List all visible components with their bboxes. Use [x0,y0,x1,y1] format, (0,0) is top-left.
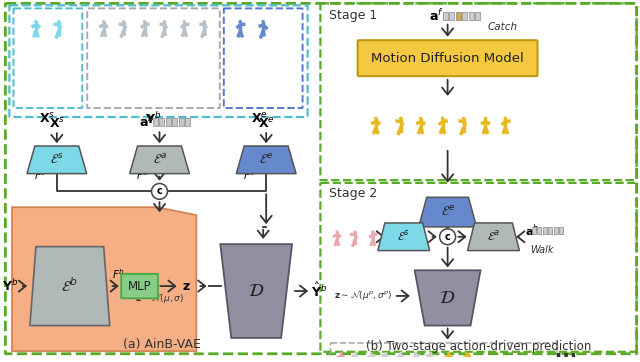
Circle shape [163,20,166,24]
Circle shape [152,184,168,199]
Circle shape [122,20,125,24]
Bar [548,227,552,234]
Text: $\mathbf{X}^e$: $\mathbf{X}^e$ [251,111,268,126]
Circle shape [462,117,465,120]
Text: Catch: Catch [488,22,518,32]
Text: $\hat{\mathbf{Y}}^b$: $\hat{\mathbf{Y}}^b$ [311,282,328,300]
Circle shape [102,20,106,24]
Text: $\mathcal{D}$: $\mathcal{D}$ [248,282,264,300]
Bar [476,12,480,20]
Bar [185,118,190,126]
Text: ...: ... [555,342,577,361]
Text: $\mathcal{E}^b$: $\mathcal{E}^b$ [61,277,78,295]
Bar [159,118,164,126]
Bar [543,227,547,234]
Polygon shape [415,270,481,325]
Text: $\mathcal{E}^a$: $\mathcal{E}^a$ [487,230,500,244]
Circle shape [203,20,206,24]
Text: (a) AinB-VAE: (a) AinB-VAE [123,338,200,351]
Polygon shape [27,146,87,174]
Text: $\mathbf{z} \sim \mathcal{N}(\mu^p, \sigma^p)$: $\mathbf{z} \sim \mathcal{N}(\mu^p, \sig… [334,290,392,303]
Circle shape [399,117,403,120]
Text: $\mathbf{X}^s$: $\mathbf{X}^s$ [49,117,65,131]
Bar [443,12,448,20]
Circle shape [429,352,432,355]
Text: MLP: MLP [128,279,152,292]
Circle shape [261,20,265,24]
Bar [179,118,184,126]
Circle shape [419,117,422,120]
Text: $\mathbf{a}^f$: $\mathbf{a}^f$ [429,8,444,24]
Text: $\mathcal{E}^e$: $\mathcal{E}^e$ [440,205,454,219]
Text: c: c [445,232,451,242]
Bar [532,227,536,234]
Bar [166,118,171,126]
Text: $\mathbf{z}$: $\mathbf{z}$ [182,279,191,292]
Polygon shape [220,244,292,338]
Polygon shape [30,247,109,325]
Bar [153,118,158,126]
Text: $\mathcal{E}^a$: $\mathcal{E}^a$ [152,153,166,167]
Text: $F^b$: $F^b$ [111,268,125,281]
Circle shape [335,230,339,233]
Text: $\mathcal{E}^s$: $\mathcal{E}^s$ [397,230,410,244]
Circle shape [339,352,342,355]
Text: $F^s$: $F^s$ [34,169,46,182]
Circle shape [369,352,372,355]
Polygon shape [12,207,196,351]
Text: $\mathcal{D}$: $\mathcal{D}$ [440,289,456,307]
Text: Stage 2: Stage 2 [329,187,377,200]
Circle shape [504,117,507,120]
Polygon shape [130,146,189,174]
Text: $\mathbf{a}^b$: $\mathbf{a}^b$ [525,223,540,239]
Circle shape [440,229,456,245]
Text: $F^a$: $F^a$ [136,169,149,182]
Circle shape [353,230,356,233]
Circle shape [465,352,468,355]
Text: $F^e$: $F^e$ [243,169,255,182]
Polygon shape [419,197,477,227]
Circle shape [441,117,444,120]
FancyBboxPatch shape [358,40,538,76]
Polygon shape [378,223,429,251]
Text: Motion Diffusion Model: Motion Diffusion Model [371,52,524,65]
Circle shape [484,117,487,120]
Text: $\mathbf{X}^s$: $\mathbf{X}^s$ [39,111,55,126]
Bar [172,118,177,126]
Bar [468,12,474,20]
Text: $\mathcal{E}^s$: $\mathcal{E}^s$ [50,153,63,167]
Circle shape [414,352,417,355]
Bar [456,12,461,20]
Text: (b) Two-stage action-driven prediction: (b) Two-stage action-driven prediction [366,340,591,353]
Circle shape [385,352,387,355]
Circle shape [399,352,402,355]
Circle shape [355,352,357,355]
Bar [449,12,454,20]
Text: Walk: Walk [531,245,554,254]
Circle shape [183,20,186,24]
Bar [554,227,557,234]
Circle shape [34,20,38,24]
Circle shape [371,230,374,233]
Text: $\mathbf{X}^e$: $\mathbf{X}^e$ [258,117,275,131]
Polygon shape [468,223,520,251]
Circle shape [57,20,61,24]
Text: $\mathbf{Y}^b$: $\mathbf{Y}^b$ [145,111,162,127]
Text: c: c [157,186,163,196]
Circle shape [447,352,450,355]
Bar [559,227,563,234]
Bar [462,12,467,20]
Circle shape [239,20,242,24]
Text: $\mathbf{z} \sim \mathcal{N}(\mu, \sigma)$: $\mathbf{z} \sim \mathcal{N}(\mu, \sigma… [135,292,184,306]
Text: $\mathbf{Y}^b$: $\mathbf{Y}^b$ [2,278,18,294]
Text: Stage 1: Stage 1 [329,9,377,22]
Text: $\mathcal{E}^e$: $\mathcal{E}^e$ [259,153,273,167]
FancyBboxPatch shape [121,274,158,298]
Text: $\mathbf{a}^b$: $\mathbf{a}^b$ [139,114,154,130]
Bar [537,227,541,234]
Polygon shape [236,146,296,174]
Circle shape [143,20,146,24]
Circle shape [374,117,378,120]
